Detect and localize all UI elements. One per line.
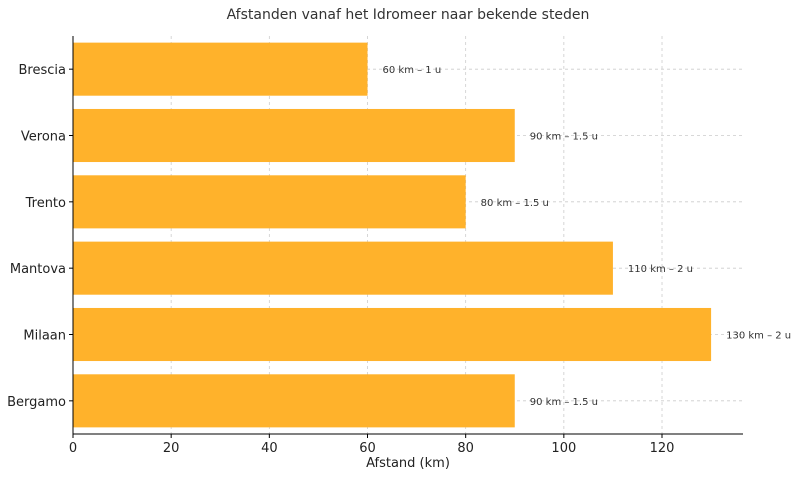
bar [73, 374, 515, 428]
bars: 60 km – 1 u 90 km – 1.5 u 80 km – 1.5 u 110… [73, 42, 791, 428]
axes: Brescia Verona Trento Mantova Milaan Bergamo 0… [7, 36, 743, 456]
y-tick-label: Milaan [23, 329, 66, 344]
x-axis-label: Afstand (km) [366, 456, 450, 471]
x-tick-label: 120 [650, 441, 675, 456]
x-tick-label: 40 [261, 441, 278, 456]
bar-data-label: 130 km – 2 u [726, 331, 791, 342]
x-tick-label: 100 [551, 441, 576, 456]
bar [73, 108, 515, 163]
bar-data-label: 60 km – 1 u [383, 65, 442, 76]
x-tick-label: 0 [69, 441, 77, 456]
bar-data-label: 90 km – 1.5 u [530, 132, 598, 143]
chart-title: Afstanden vanaf het Idromeer naar bekend… [227, 7, 590, 23]
x-tick-label: 20 [163, 441, 180, 456]
bar [73, 175, 466, 229]
bar-data-label: 110 km – 2 u [628, 264, 693, 275]
y-tick-label: Trento [25, 196, 66, 211]
y-tick-label: Bergamo [7, 395, 66, 410]
bar [73, 241, 613, 295]
y-tick-label: Mantova [10, 262, 66, 277]
bar-data-label: 90 km – 1.5 u [530, 397, 598, 408]
x-tick-label: 60 [359, 441, 376, 456]
y-tick-label: Brescia [19, 63, 66, 78]
y-tick-label: Verona [21, 130, 66, 145]
bar [73, 42, 368, 96]
bar-data-label: 80 km – 1.5 u [481, 198, 549, 209]
bar [73, 307, 712, 362]
x-tick-label: 80 [457, 441, 474, 456]
